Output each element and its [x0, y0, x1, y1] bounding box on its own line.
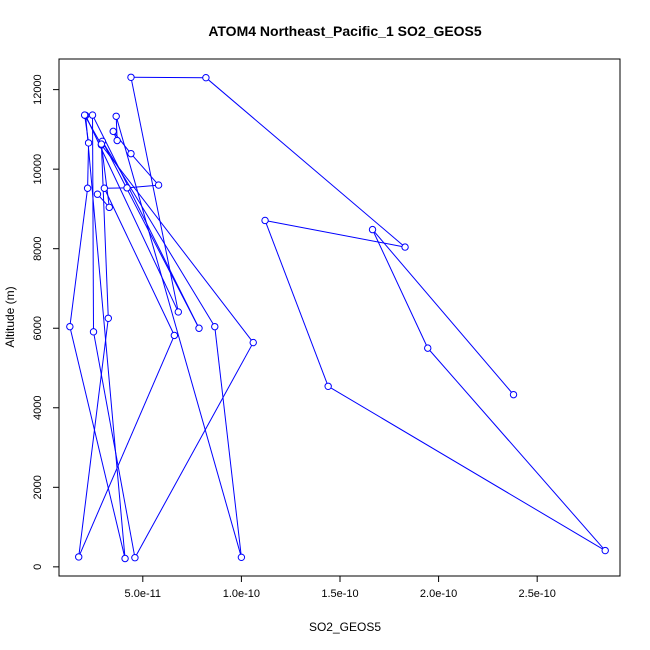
data-point — [249, 338, 257, 347]
data-point — [100, 184, 109, 192]
data-point — [123, 184, 131, 192]
data-point — [127, 73, 135, 81]
x-tick-label: 1.0e-10 — [223, 588, 260, 600]
series-segment — [327, 385, 606, 551]
data-point — [368, 225, 377, 234]
series-segment — [372, 229, 514, 395]
y-tick-label: 4000 — [32, 396, 44, 420]
data-point — [88, 111, 97, 119]
x-tick-label: 2.5e-10 — [519, 588, 556, 600]
data-point — [127, 149, 135, 158]
data-point — [89, 328, 98, 336]
data-point — [80, 111, 89, 119]
data-point — [601, 546, 609, 555]
series-segment — [427, 347, 606, 551]
series-segment — [78, 318, 109, 557]
series-segment — [93, 331, 136, 558]
series-segment — [100, 144, 254, 343]
data-point — [104, 314, 112, 322]
series-segment — [264, 220, 329, 387]
data-point — [202, 73, 210, 82]
series-segment — [69, 326, 126, 559]
data-point — [131, 554, 139, 562]
data-point — [401, 243, 409, 251]
data-point — [105, 203, 113, 212]
series-segment — [85, 115, 126, 559]
data-point — [154, 181, 163, 189]
series-segment — [100, 144, 110, 208]
series-segment — [134, 342, 254, 558]
series-segment — [101, 141, 216, 327]
series-segment — [372, 229, 429, 349]
data-point — [195, 324, 203, 332]
series-segment — [214, 326, 242, 558]
x-axis: 5.0e-11 1.0e-10 1.5e-10 2.0e-10 2.5e-10 — [125, 576, 556, 600]
data-point — [174, 308, 182, 316]
series-segment — [101, 141, 200, 329]
data-point — [113, 136, 121, 145]
chart-title: ATOM4 Northeast_Pacific_1 SO2_GEOS5 — [208, 23, 482, 39]
series-segment — [112, 131, 132, 154]
data-point — [84, 139, 93, 147]
series-segment — [205, 77, 406, 248]
y-tick-label: 10000 — [32, 154, 44, 185]
data-point — [324, 382, 332, 391]
series-segment — [100, 144, 109, 319]
y-tick-label: 2000 — [32, 475, 44, 499]
series-segment — [103, 188, 175, 336]
x-axis-label: SO2_GEOS5 — [309, 620, 381, 634]
x-tick-label: 2.0e-10 — [420, 588, 457, 600]
data-point — [424, 344, 432, 352]
data-point — [109, 127, 117, 136]
series-segment — [92, 115, 95, 332]
data-point — [211, 322, 219, 331]
data-point — [237, 553, 246, 562]
data-point — [66, 322, 74, 331]
series-segment — [84, 115, 90, 143]
data-point — [112, 112, 120, 120]
x-tick-label: 1.5e-10 — [321, 588, 358, 600]
y-tick-label: 6000 — [32, 316, 44, 340]
series-segment — [126, 184, 159, 189]
x-tick-label: 5.0e-11 — [125, 588, 162, 600]
data-point — [509, 390, 518, 399]
y-tick-label: 8000 — [32, 236, 44, 260]
series-segment — [264, 219, 406, 248]
data-point — [170, 331, 179, 340]
y-axis-label: Altitude (m) — [3, 286, 17, 347]
series-segment — [115, 116, 242, 558]
series-segment — [69, 188, 89, 327]
y-tick-label: 12000 — [32, 74, 44, 105]
data-point — [97, 140, 106, 148]
data-point — [121, 554, 129, 563]
data-point — [83, 184, 92, 192]
y-axis: 0 2000 4000 6000 8000 10000 12000 — [32, 74, 59, 570]
data-point — [75, 553, 83, 561]
series-segment — [78, 335, 175, 558]
y-tick-label: 0 — [32, 564, 44, 570]
series-segment — [130, 153, 159, 186]
series-segment — [87, 142, 90, 189]
data-point — [261, 216, 269, 225]
series-layer — [66, 73, 609, 563]
data-point — [93, 190, 102, 198]
